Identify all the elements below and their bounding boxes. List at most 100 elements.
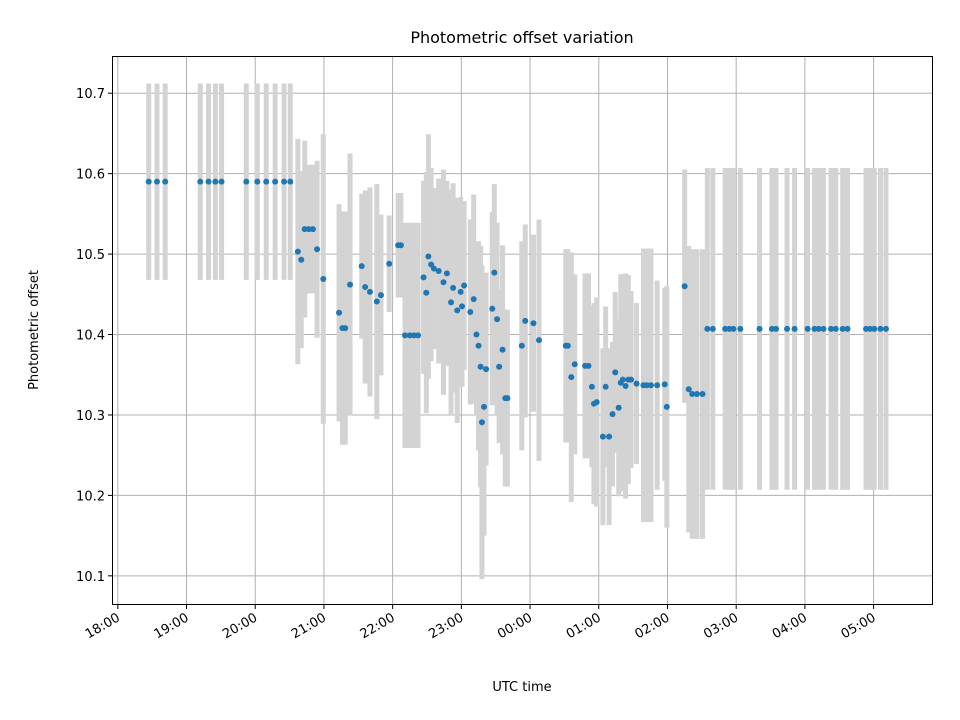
x-tick-label: 23:00 — [426, 610, 466, 642]
data-point — [811, 325, 818, 332]
data-point — [386, 260, 393, 267]
data-point — [287, 178, 294, 185]
x-tick-label: 03:00 — [701, 610, 741, 642]
data-point — [791, 325, 798, 332]
data-point — [362, 284, 369, 291]
data-point — [871, 325, 878, 332]
x-tick-label: 19:00 — [152, 610, 192, 642]
y-tick-label: 10.7 — [76, 87, 105, 102]
data-point — [768, 325, 775, 332]
x-axis-ticks: 18:00 19:00 20:00 21:00 22:00 23:00 00:00 01:00… — [83, 604, 879, 642]
data-point — [663, 403, 670, 410]
x-tick-label: 20:00 — [220, 610, 260, 642]
data-point — [773, 325, 780, 332]
data-point — [475, 342, 482, 349]
data-point — [804, 325, 811, 332]
data-point — [499, 346, 506, 353]
data-point — [435, 267, 442, 274]
data-point — [467, 308, 474, 315]
data-point — [863, 325, 870, 332]
data-point — [612, 369, 619, 376]
data-point — [694, 391, 701, 398]
data-point — [489, 305, 496, 312]
data-point — [254, 178, 261, 185]
y-axis-ticks: 10.1 10.2 10.3 10.4 10.5 10.6 10.7 — [76, 87, 113, 585]
data-point — [530, 320, 537, 327]
data-point — [420, 274, 427, 281]
data-point — [454, 307, 461, 314]
data-point — [726, 325, 733, 332]
y-tick-label: 10.4 — [76, 329, 105, 344]
data-point — [448, 299, 455, 306]
data-point — [377, 292, 384, 299]
data-point — [298, 256, 305, 263]
data-point — [661, 381, 668, 388]
data-point — [689, 391, 696, 398]
data-point — [599, 433, 606, 440]
data-point — [685, 386, 692, 393]
x-tick-label: 18:00 — [83, 610, 123, 642]
data-point — [756, 325, 763, 332]
data-point — [272, 178, 279, 185]
data-point — [585, 362, 592, 369]
data-point — [197, 178, 204, 185]
data-point — [443, 270, 450, 277]
data-point — [336, 309, 343, 316]
x-tick-label: 05:00 — [839, 610, 879, 642]
x-axis-label: UTC time — [492, 680, 551, 695]
data-point — [481, 403, 488, 410]
data-point — [373, 298, 380, 305]
data-point — [647, 382, 654, 389]
data-point — [314, 246, 321, 253]
data-point — [602, 383, 609, 390]
data-point — [522, 317, 529, 324]
data-point — [457, 288, 464, 295]
data-points — [145, 178, 889, 440]
data-point — [440, 279, 447, 286]
data-point — [294, 248, 301, 255]
data-point — [593, 399, 600, 406]
x-tick-label: 01:00 — [564, 610, 604, 642]
data-point — [535, 337, 542, 344]
data-point — [358, 263, 365, 270]
data-point — [205, 178, 212, 185]
data-point — [281, 178, 288, 185]
data-point — [699, 391, 706, 398]
data-point — [704, 325, 711, 332]
data-point — [867, 325, 874, 332]
data-point — [504, 395, 511, 402]
data-point — [730, 325, 737, 332]
x-tick-label: 00:00 — [495, 610, 535, 642]
y-tick-label: 10.3 — [76, 409, 105, 424]
data-point — [491, 269, 498, 276]
data-point — [478, 419, 485, 426]
data-point — [212, 178, 219, 185]
data-point — [839, 325, 846, 332]
x-tick-label: 02:00 — [633, 610, 673, 642]
data-point — [305, 226, 312, 233]
data-point — [606, 433, 613, 440]
chart-title: Photometric offset variation — [410, 28, 633, 47]
y-axis-label: Photometric offset — [27, 270, 42, 390]
data-point — [366, 288, 373, 295]
data-point — [415, 332, 422, 339]
data-point — [430, 265, 437, 272]
data-point — [496, 363, 503, 370]
data-point — [425, 253, 432, 260]
plot-frame — [112, 56, 933, 605]
data-point — [737, 325, 744, 332]
data-point — [609, 411, 616, 418]
data-point — [654, 382, 661, 389]
data-point — [628, 376, 635, 383]
data-point — [406, 332, 413, 339]
data-point — [145, 178, 152, 185]
data-point — [877, 325, 884, 332]
data-point — [827, 325, 834, 332]
data-point — [571, 361, 578, 368]
data-point — [397, 242, 404, 249]
data-point — [784, 325, 791, 332]
data-point — [263, 178, 270, 185]
data-point — [615, 404, 622, 411]
data-point — [470, 296, 477, 303]
